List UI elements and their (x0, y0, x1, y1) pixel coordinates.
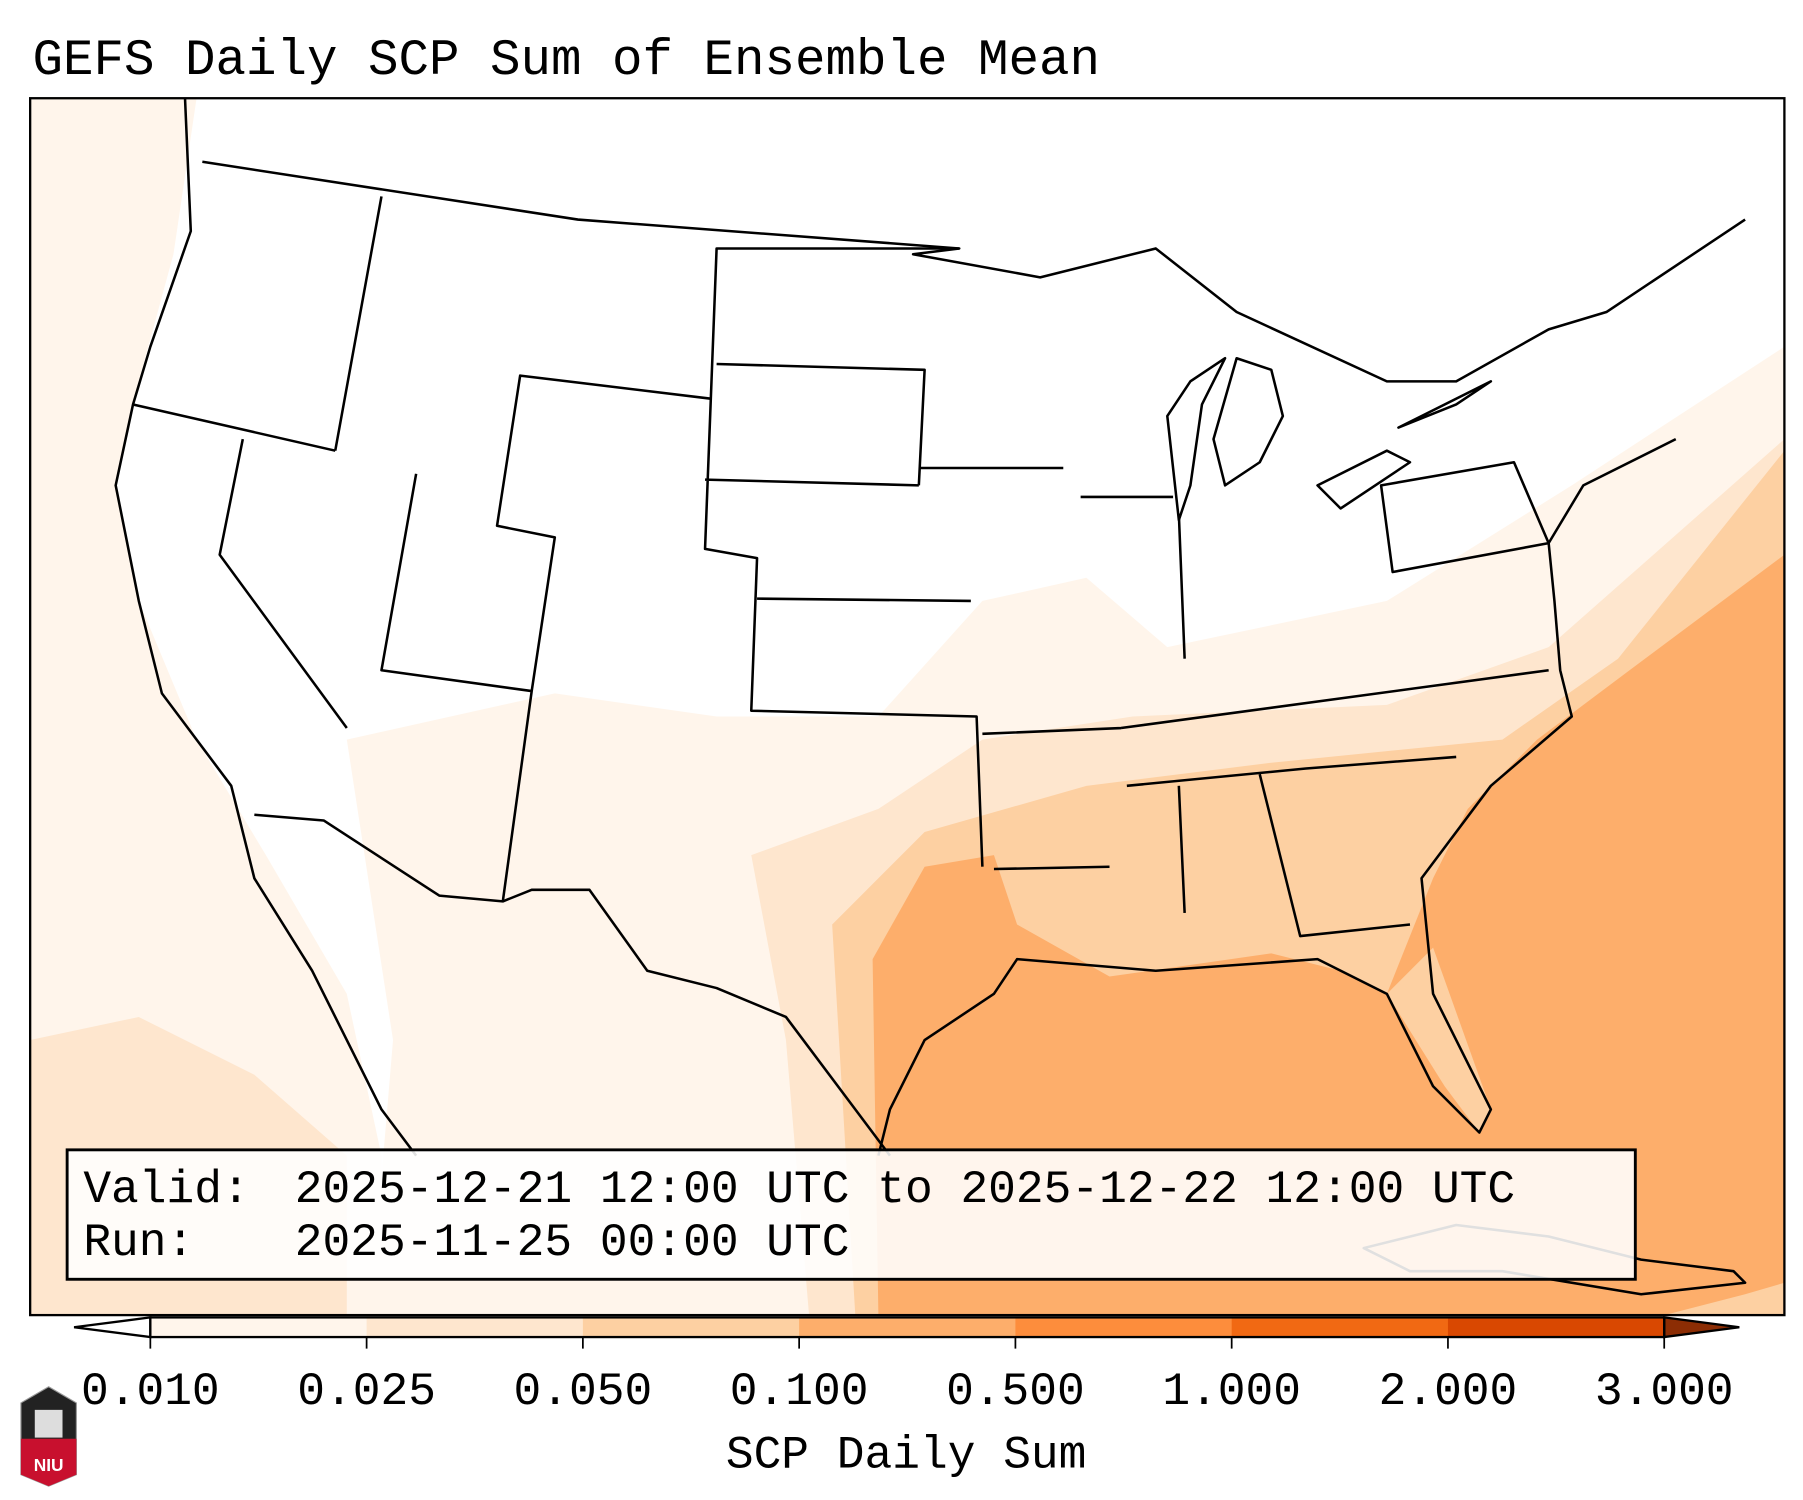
colorbar-segment (1231, 1317, 1449, 1338)
colorbar-tick-label: 3.000 (1595, 1366, 1734, 1418)
colorbar-tick-label: 2.000 (1379, 1366, 1518, 1418)
colorbar-tick-label: 0.025 (297, 1366, 436, 1418)
colorbar-tick-label: 0.050 (514, 1366, 653, 1418)
map-frame (29, 97, 1786, 1317)
state-lines (132, 196, 1550, 938)
colorbar-over-arrow (1663, 1316, 1740, 1339)
colorbar-outline (149, 1316, 1666, 1339)
info-box: Valid: 2025-12-21 12:00 UTC to 2025-12-2… (65, 1148, 1637, 1281)
run-label: Run: (83, 1217, 194, 1269)
colorbar-tick-label: 0.500 (946, 1366, 1085, 1418)
colorbar-tick-label: 0.100 (730, 1366, 869, 1418)
map-area (30, 98, 1785, 1316)
coastline-west (114, 98, 418, 1157)
mexico-border (254, 813, 891, 1157)
colorbar-segment (582, 1317, 800, 1338)
shading-gulf-atlantic (872, 554, 1785, 1316)
colorbar-segment (1015, 1317, 1233, 1338)
coastline-east (877, 438, 1677, 1156)
colorbar-segment (366, 1317, 584, 1338)
colorbar-segment (150, 1317, 368, 1338)
colorbar-segment (799, 1317, 1016, 1338)
colorbar: 0.010 0.025 0.050 0.100 0.500 1.000 2.000 3.000 (73, 1316, 1740, 1418)
colorbar-tick-label: 1.000 (1162, 1366, 1301, 1418)
colorbar-tick-label: 0.010 (81, 1366, 220, 1418)
shading-florida (1386, 947, 1491, 1133)
colorbar-under-arrow (73, 1316, 152, 1339)
logo-text: NIU (34, 1455, 64, 1475)
niu-logo: NIU (20, 1386, 77, 1487)
shading-pacific-light (30, 98, 382, 1316)
valid-label: Valid: (83, 1164, 249, 1216)
colorbar-label: SCP Daily Sum (726, 1430, 1087, 1482)
great-lakes (1166, 356, 1493, 522)
valid-time: 2025-12-21 12:00 UTC to 2025-12-22 12:00… (295, 1164, 1515, 1216)
colorbar-segment (1447, 1317, 1665, 1338)
run-time: 2025-11-25 00:00 UTC (295, 1217, 850, 1269)
figure-title: GEFS Daily SCP Sum of Ensemble Mean (32, 33, 1100, 90)
